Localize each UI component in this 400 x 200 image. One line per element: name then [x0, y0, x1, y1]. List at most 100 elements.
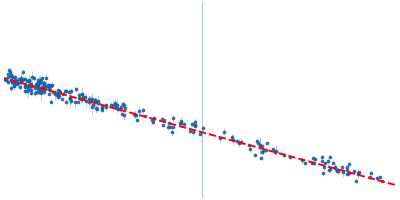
Point [12, 75, 18, 79]
Point [62, 89, 69, 93]
Point [24, 89, 31, 92]
Point [148, 119, 155, 122]
Point [40, 86, 47, 89]
Point [80, 96, 86, 99]
Point [216, 137, 223, 140]
Point [89, 105, 95, 109]
Point [178, 122, 184, 125]
Point [37, 81, 43, 84]
Point [254, 139, 260, 143]
Point [246, 148, 253, 151]
Point [28, 91, 35, 94]
Point [5, 76, 11, 79]
Point [46, 87, 52, 90]
Point [26, 83, 32, 87]
Point [38, 88, 45, 91]
Point [41, 82, 47, 85]
Point [117, 107, 124, 110]
Point [63, 101, 70, 104]
Point [15, 82, 21, 85]
Point [26, 83, 33, 87]
Point [36, 81, 42, 84]
Point [120, 103, 126, 106]
Point [42, 85, 48, 88]
Point [133, 113, 140, 116]
Point [82, 95, 88, 99]
Point [10, 85, 17, 88]
Point [346, 162, 352, 165]
Point [2, 77, 8, 81]
Point [32, 87, 38, 90]
Point [86, 101, 92, 104]
Point [38, 92, 44, 95]
Point [44, 85, 50, 88]
Point [186, 130, 193, 133]
Point [332, 165, 338, 169]
Point [66, 97, 73, 100]
Point [111, 101, 118, 104]
Point [5, 81, 11, 84]
Point [44, 83, 51, 87]
Point [68, 90, 74, 93]
Point [48, 84, 54, 87]
Point [56, 90, 62, 93]
Point [18, 77, 24, 80]
Point [40, 81, 47, 84]
Point [62, 90, 68, 93]
Point [256, 144, 263, 147]
Point [160, 123, 166, 127]
Point [170, 117, 176, 120]
Point [95, 102, 101, 105]
Point [68, 100, 75, 103]
Point [325, 160, 332, 163]
Point [229, 135, 236, 139]
Point [319, 160, 326, 163]
Point [28, 85, 35, 88]
Point [98, 108, 105, 111]
Point [42, 87, 48, 90]
Point [321, 165, 328, 168]
Point [36, 88, 42, 92]
Point [356, 171, 362, 174]
Point [272, 150, 279, 154]
Point [114, 107, 121, 111]
Point [114, 106, 120, 109]
Point [229, 138, 236, 141]
Point [103, 105, 109, 108]
Point [76, 96, 82, 99]
Point [178, 119, 184, 122]
Point [26, 79, 32, 82]
Point [170, 125, 176, 128]
Point [14, 80, 20, 83]
Point [90, 103, 96, 106]
Point [270, 148, 276, 151]
Point [89, 97, 95, 100]
Point [280, 154, 287, 157]
Point [258, 150, 265, 153]
Point [39, 87, 45, 90]
Point [52, 93, 58, 96]
Point [140, 109, 147, 112]
Point [355, 172, 361, 176]
Point [112, 105, 119, 108]
Point [32, 92, 38, 95]
Point [166, 122, 172, 125]
Point [11, 82, 17, 85]
Point [181, 122, 187, 126]
Point [158, 117, 165, 121]
Point [121, 104, 127, 107]
Point [99, 106, 106, 110]
Point [17, 86, 24, 89]
Point [346, 171, 352, 174]
Point [71, 100, 78, 103]
Point [287, 155, 293, 159]
Point [24, 90, 30, 93]
Point [326, 155, 333, 158]
Point [133, 118, 140, 121]
Point [191, 123, 198, 126]
Point [99, 105, 106, 109]
Point [46, 92, 52, 95]
Point [41, 84, 47, 87]
Point [344, 165, 351, 168]
Point [92, 99, 98, 102]
